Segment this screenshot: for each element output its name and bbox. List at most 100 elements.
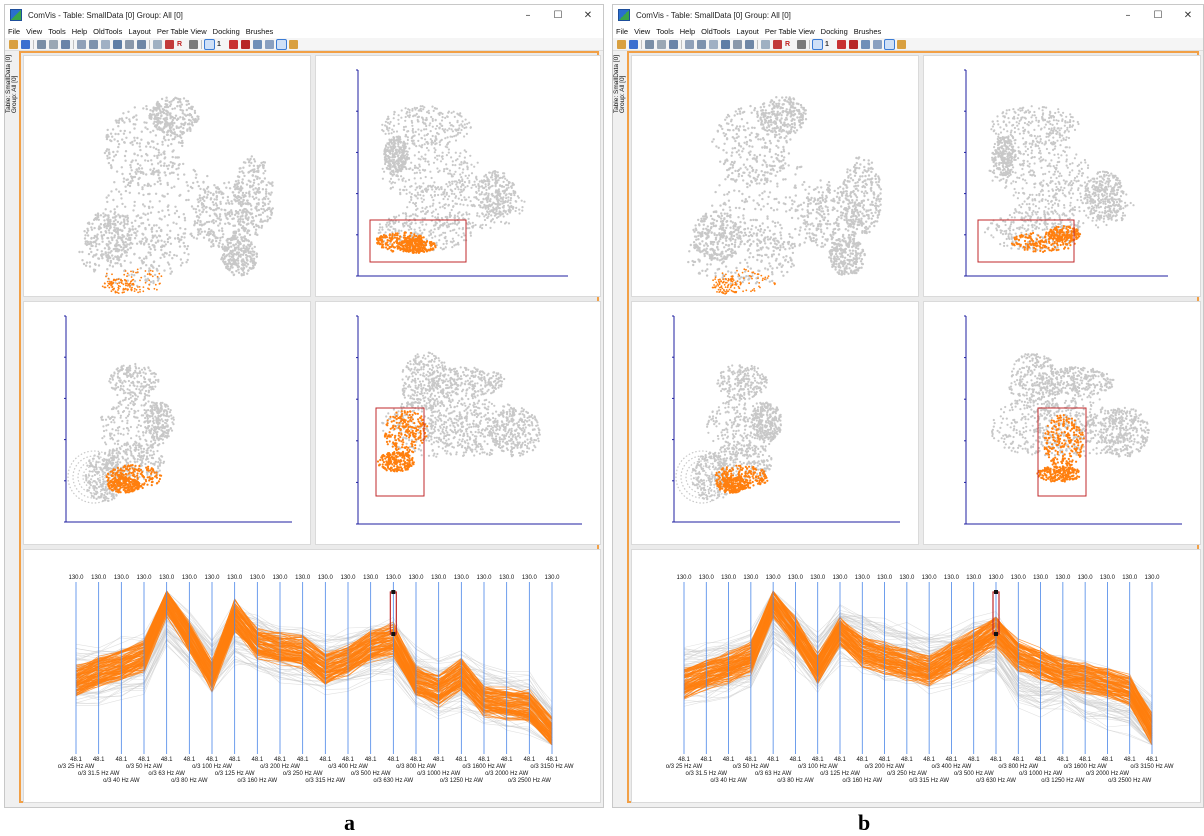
- data-point: [478, 193, 481, 196]
- data-point: [458, 221, 461, 224]
- data-point: [425, 141, 428, 144]
- data-point: [102, 459, 105, 462]
- data-point: [218, 215, 222, 218]
- data-point: [117, 235, 120, 238]
- data-point: [391, 234, 394, 237]
- menu-help[interactable]: Help: [71, 27, 88, 36]
- data-point: [125, 371, 128, 374]
- data-point: [152, 432, 155, 435]
- data-point: [228, 261, 232, 265]
- data-point: [506, 179, 509, 182]
- menu-per-table-view[interactable]: Per Table View: [156, 27, 207, 36]
- data-point: [252, 188, 255, 191]
- toolbar-button-icon[interactable]: [61, 39, 70, 49]
- menu-docking[interactable]: Docking: [212, 27, 240, 36]
- data-point: [130, 160, 133, 164]
- data-point: [186, 113, 189, 117]
- toolbar-button-icon[interactable]: [204, 38, 215, 50]
- data-point: [109, 218, 112, 222]
- data-point: [427, 112, 431, 115]
- data-point: [509, 199, 512, 202]
- toolbar-button-icon[interactable]: [253, 39, 262, 49]
- data-point: [421, 220, 424, 223]
- data-point: [388, 243, 391, 246]
- menu-oldtools[interactable]: OldTools: [93, 27, 123, 36]
- data-point: [145, 457, 149, 460]
- table-side-tab[interactable]: Table: SmallData [0] Group: All [0]: [5, 53, 19, 133]
- data-point: [397, 157, 401, 160]
- toolbar-button-icon[interactable]: [276, 38, 287, 50]
- data-point: [405, 244, 408, 247]
- toolbar-button-icon[interactable]: [265, 39, 274, 49]
- toolbar-button-icon[interactable]: [9, 39, 18, 49]
- toolbar-r-icon[interactable]: R: [177, 40, 183, 48]
- close-button[interactable]: ✕: [583, 9, 593, 21]
- data-point: [115, 231, 118, 234]
- data-point: [145, 121, 148, 125]
- toolbar-button-icon[interactable]: [77, 39, 86, 49]
- 3d-view-panel[interactable]: [23, 55, 311, 297]
- menu-brushes[interactable]: Brushes: [245, 27, 274, 36]
- data-point: [115, 121, 119, 124]
- toolbar-button-icon[interactable]: [113, 39, 122, 49]
- data-point: [484, 185, 487, 188]
- scatterplot-side-panel[interactable]: [23, 301, 311, 545]
- data-point: [85, 231, 89, 234]
- data-point: [132, 116, 135, 119]
- data-point: [89, 462, 93, 466]
- toolbar-button-icon[interactable]: [137, 39, 146, 49]
- data-point: [257, 208, 261, 212]
- data-point: [471, 225, 474, 228]
- title-bar[interactable]: ComVis - Table: SmallData [0] Group: All…: [5, 5, 603, 25]
- data-point: [422, 245, 425, 248]
- toolbar-button-icon[interactable]: [289, 39, 298, 49]
- data-point: [507, 222, 511, 225]
- data-point: [153, 371, 156, 375]
- data-point: [386, 148, 389, 151]
- data-point: [107, 243, 110, 246]
- data-point: [462, 239, 466, 242]
- data-point: [384, 155, 387, 158]
- menu-file[interactable]: File: [8, 27, 21, 36]
- data-point: [454, 222, 457, 225]
- data-point: [499, 200, 503, 203]
- data-point: [396, 162, 399, 165]
- data-point: [186, 123, 190, 126]
- data-point: [179, 258, 183, 261]
- brush-rectangle[interactable]: [369, 219, 467, 263]
- toolbar-button-icon[interactable]: [49, 39, 58, 49]
- data-point: [453, 220, 457, 223]
- maximize-button[interactable]: ☐: [553, 9, 563, 21]
- minimize-button[interactable]: –: [525, 9, 531, 21]
- data-point: [115, 494, 118, 497]
- data-point: [219, 218, 222, 222]
- data-point: [410, 119, 413, 123]
- toolbar-button-icon[interactable]: [189, 39, 198, 49]
- toolbar-button-icon[interactable]: [165, 39, 174, 49]
- toolbar-button-icon[interactable]: [89, 39, 98, 49]
- data-point: [133, 204, 136, 207]
- data-point: [187, 198, 190, 202]
- menu-tools[interactable]: Tools: [48, 27, 66, 36]
- data-point: [429, 194, 433, 197]
- toolbar-button-icon[interactable]: [37, 39, 46, 49]
- menu-layout[interactable]: Layout: [128, 27, 151, 36]
- toolbar-button-icon[interactable]: [241, 39, 250, 49]
- menu-view[interactable]: View: [26, 27, 43, 36]
- data-point: [159, 117, 162, 120]
- toolbar-button-icon[interactable]: [229, 39, 238, 49]
- data-point: [95, 493, 98, 496]
- toolbar-button-icon[interactable]: [101, 39, 110, 49]
- data-point: [120, 445, 123, 448]
- data-point: [126, 419, 129, 422]
- toolbar-button-icon[interactable]: [153, 39, 162, 49]
- toolbar-button-icon[interactable]: [125, 39, 134, 49]
- data-point: [473, 196, 476, 199]
- data-point: [218, 241, 221, 245]
- toolbar-button-icon[interactable]: [21, 39, 30, 49]
- data-point: [459, 180, 462, 183]
- data-point: [201, 196, 204, 200]
- scatterplot-top-panel[interactable]: [315, 55, 601, 297]
- toolbar-one-icon[interactable]: 1: [217, 40, 221, 48]
- data-point: [116, 393, 119, 397]
